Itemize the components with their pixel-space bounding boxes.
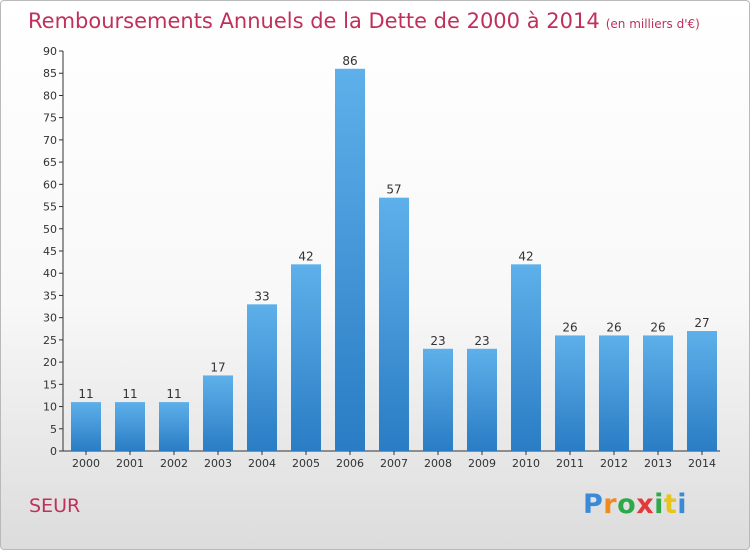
x-tick-label: 2006 xyxy=(336,457,364,470)
bar xyxy=(467,348,497,451)
data-label: 33 xyxy=(254,289,269,303)
bar xyxy=(159,402,189,451)
logo-letter: o xyxy=(617,489,637,520)
data-label: 11 xyxy=(166,387,181,401)
x-tick-label: 2002 xyxy=(160,457,188,470)
x-tick-label: 2007 xyxy=(380,457,408,470)
x-tick-label: 2011 xyxy=(556,457,584,470)
logo-letter: r xyxy=(603,489,618,520)
bar xyxy=(423,348,453,451)
y-tick-label: 30 xyxy=(43,312,57,325)
bar xyxy=(291,264,321,451)
y-tick-label: 70 xyxy=(43,134,57,147)
bar xyxy=(555,335,585,451)
y-tick-label: 15 xyxy=(43,378,57,391)
x-tick-label: 2001 xyxy=(116,457,144,470)
y-tick-label: 65 xyxy=(43,156,57,169)
data-label: 23 xyxy=(430,334,445,348)
y-tick-label: 45 xyxy=(43,245,57,258)
x-tick-label: 2009 xyxy=(468,457,496,470)
chart-title: Remboursements Annuels de la Dette de 20… xyxy=(28,9,700,33)
data-label: 11 xyxy=(122,387,137,401)
x-tick-label: 2005 xyxy=(292,457,320,470)
y-tick-label: 90 xyxy=(43,45,57,58)
x-tick-label: 2008 xyxy=(424,457,452,470)
y-tick-label: 0 xyxy=(50,445,57,458)
y-tick-label: 20 xyxy=(43,356,57,369)
x-tick-label: 2000 xyxy=(72,457,100,470)
x-tick-label: 2004 xyxy=(248,457,276,470)
data-label: 42 xyxy=(298,249,313,263)
bar xyxy=(203,375,233,451)
bar xyxy=(379,197,409,451)
x-tick-label: 2010 xyxy=(512,457,540,470)
x-tick-label: 2012 xyxy=(600,457,628,470)
data-label: 42 xyxy=(518,249,533,263)
y-tick-label: 55 xyxy=(43,201,57,214)
y-tick-label: 35 xyxy=(43,289,57,302)
logo-letter: P xyxy=(583,489,604,520)
data-label: 17 xyxy=(210,360,225,374)
y-tick-label: 5 xyxy=(50,423,57,436)
data-label: 26 xyxy=(606,320,621,334)
logo-letter: i xyxy=(677,489,688,520)
y-tick-label: 75 xyxy=(43,112,57,125)
data-label: 26 xyxy=(562,320,577,334)
data-label: 27 xyxy=(694,316,709,330)
logo-letter: i xyxy=(654,489,664,520)
data-label: 26 xyxy=(650,320,665,334)
y-tick-label: 50 xyxy=(43,223,57,236)
data-label: 11 xyxy=(78,387,93,401)
data-label: 23 xyxy=(474,334,489,348)
y-tick-label: 25 xyxy=(43,334,57,347)
data-label: 57 xyxy=(386,183,401,197)
y-tick-label: 85 xyxy=(43,67,57,80)
y-tick-label: 60 xyxy=(43,178,57,191)
bar xyxy=(247,304,277,451)
x-tick-label: 2003 xyxy=(204,457,232,470)
title-unit: (en milliers d'€) xyxy=(605,17,700,31)
y-tick-label: 80 xyxy=(43,89,57,102)
bar xyxy=(335,68,365,452)
commune-name: SEUR xyxy=(29,495,81,517)
bar xyxy=(599,335,629,451)
x-tick-label: 2014 xyxy=(688,457,716,470)
y-tick-label: 40 xyxy=(43,267,57,280)
bar xyxy=(71,402,101,451)
logo-letter: x xyxy=(636,489,655,520)
bar xyxy=(115,402,145,451)
logo-letter: t xyxy=(663,489,678,520)
y-tick-label: 10 xyxy=(43,401,57,414)
x-tick-label: 2013 xyxy=(644,457,672,470)
proxiti-logo: Proxiti xyxy=(583,489,687,520)
bar xyxy=(511,264,541,451)
title-text: Remboursements Annuels de la Dette de 20… xyxy=(28,9,600,33)
bar xyxy=(643,335,673,451)
bar xyxy=(687,331,717,451)
data-label: 86 xyxy=(342,54,357,68)
